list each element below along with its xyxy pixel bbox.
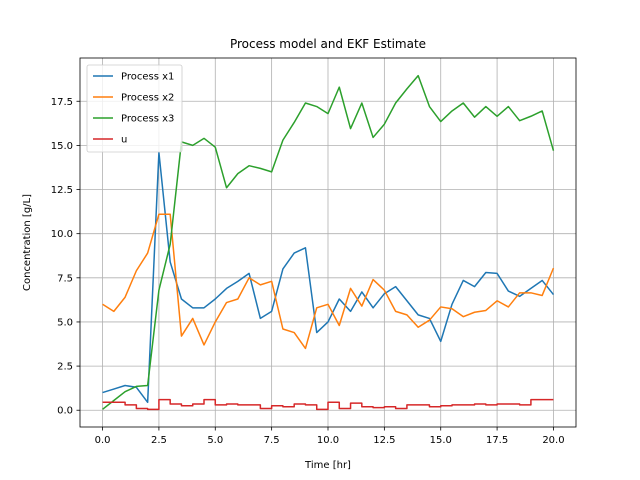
x-axis-label: Time [hr] [304, 460, 351, 471]
legend-label: Process x2 [121, 93, 174, 104]
series-line-u [102, 398, 554, 411]
x-tick-label: 5.0 [207, 435, 223, 446]
x-tick-label: 17.5 [486, 435, 508, 446]
legend-label: Process x1 [121, 72, 174, 83]
legend-label: u [121, 135, 127, 146]
legend-label: Process x3 [121, 114, 174, 125]
x-tick-label: 0.0 [95, 435, 111, 446]
y-tick-label: 15.0 [51, 141, 73, 152]
y-tick-label: 5.0 [57, 317, 73, 328]
x-tick-label: 20.0 [542, 435, 564, 446]
x-tick-label: 7.5 [264, 435, 280, 446]
series-line-process-x3 [102, 74, 555, 410]
x-tick-label: 15.0 [430, 435, 452, 446]
plot-area [102, 74, 555, 411]
series-line-process-x1 [102, 151, 555, 404]
x-tick-label: 10.0 [317, 435, 339, 446]
y-axis: 0.0 2.5 5.0 7.5 10.0 12.5 15.0 17.5 [51, 97, 80, 417]
grid [80, 58, 576, 427]
y-tick-label: 2.5 [57, 362, 73, 373]
legend-box [86, 64, 183, 153]
series-line-process-x2 [102, 213, 555, 350]
y-tick-label: 7.5 [57, 273, 73, 284]
y-tick-label: 10.0 [51, 229, 73, 240]
x-tick-label: 2.5 [151, 435, 167, 446]
y-axis-label: Concentration [g/L] [22, 194, 33, 291]
x-axis: 0.0 2.5 5.0 7.5 10.0 12.5 15.0 17.5 20.0 [95, 427, 565, 446]
x-tick-label: 12.5 [373, 435, 395, 446]
chart-title: Process model and EKF Estimate [230, 37, 426, 51]
y-tick-label: 17.5 [51, 97, 73, 108]
legend: Process x1 Process x2 Process x3 u [86, 64, 183, 153]
y-tick-label: 12.5 [51, 185, 73, 196]
y-tick-label: 0.0 [57, 406, 73, 417]
